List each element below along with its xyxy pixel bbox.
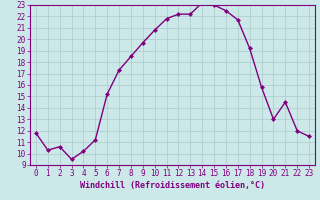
X-axis label: Windchill (Refroidissement éolien,°C): Windchill (Refroidissement éolien,°C): [80, 181, 265, 190]
